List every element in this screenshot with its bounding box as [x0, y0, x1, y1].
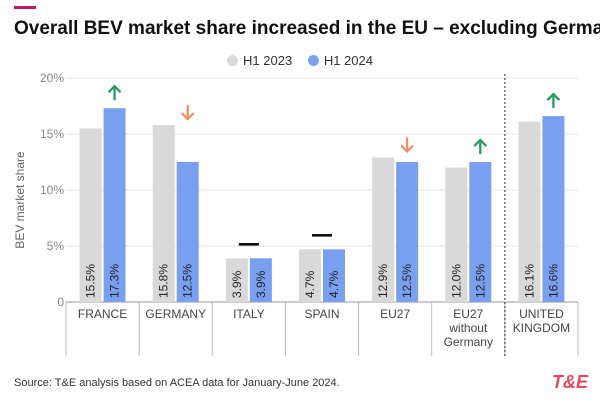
bar-value-label: 3.9% [254, 270, 268, 298]
legend-swatch-h1-2023 [227, 55, 239, 67]
bar-value-label: 17.3% [108, 264, 122, 298]
bar-h1-2024 [396, 162, 419, 302]
down-arrow-icon [400, 144, 414, 154]
legend: H1 2023 H1 2024 [0, 52, 600, 68]
bar-value-label: 3.9% [230, 270, 244, 298]
bar-value-label: 16.6% [546, 264, 560, 298]
bar-h1-2024 [542, 116, 565, 302]
bar-value-label: 4.7% [303, 270, 317, 298]
y-tick-label: 0 [57, 295, 64, 309]
category-label: EU27 [453, 307, 483, 321]
bar-value-label: 12.5% [400, 264, 414, 298]
bar-h1-2023 [299, 249, 321, 302]
down-arrow-icon [180, 112, 195, 121]
bar-h1-2023 [518, 121, 541, 303]
bar-h1-2024 [323, 249, 345, 302]
bar-value-label: 12.5% [181, 264, 195, 298]
bar-value-label: 12.5% [473, 264, 487, 298]
bar-h1-2024 [176, 162, 199, 302]
bar-h1-2023 [225, 258, 248, 302]
bar-value-label: 4.7% [327, 270, 341, 298]
bar-value-label: 15.8% [157, 264, 171, 298]
category-label: Germany [444, 335, 493, 349]
legend-swatch-h1-2024 [307, 55, 319, 67]
bar-value-label: 15.5% [84, 264, 98, 298]
bar-value-label: 12.9% [376, 264, 390, 298]
category-label: KINGDOM [513, 321, 570, 335]
bar-value-label: 16.1% [522, 264, 536, 298]
bar-h1-2023 [372, 157, 395, 302]
bar-h1-2023 [79, 128, 102, 302]
legend-label-h1-2023: H1 2023 [243, 53, 293, 69]
legend-item-h1-2023: H1 2023 [227, 53, 292, 68]
y-tick-label: 15% [40, 127, 64, 141]
accent-bar [14, 6, 36, 9]
up-arrow-icon [546, 92, 561, 101]
up-arrow-icon [107, 84, 122, 94]
source-note: Source: T&E analysis based on ACEA data … [14, 377, 340, 389]
bar-h1-2024 [103, 108, 126, 303]
category-label: FRANCE [78, 307, 127, 321]
bar-h1-2024 [469, 162, 492, 302]
category-label: EU27 [380, 307, 410, 321]
category-label: without [448, 321, 488, 335]
legend-item-h1-2024: H1 2024 [307, 53, 373, 69]
chart-title: Overall BEV market share increased in th… [14, 18, 600, 39]
category-label: GERMANY [145, 307, 206, 321]
up-arrow-icon [473, 138, 488, 147]
y-axis-title: BEV market share [13, 151, 27, 249]
bar-h1-2023 [445, 167, 468, 302]
legend-label-h1-2024: H1 2024 [323, 53, 373, 69]
y-tick-label: 20% [40, 71, 64, 85]
y-tick-label: 5% [47, 239, 65, 253]
bar-h1-2024 [249, 258, 272, 302]
te-logo: T&E [552, 372, 588, 392]
category-label: ITALY [233, 307, 265, 321]
bar-value-label: 12.0% [449, 264, 463, 298]
bar-h1-2023 [152, 125, 175, 302]
category-label: UNITED [519, 307, 564, 321]
category-label: SPAIN [304, 307, 339, 321]
y-tick-label: 10% [40, 183, 64, 197]
